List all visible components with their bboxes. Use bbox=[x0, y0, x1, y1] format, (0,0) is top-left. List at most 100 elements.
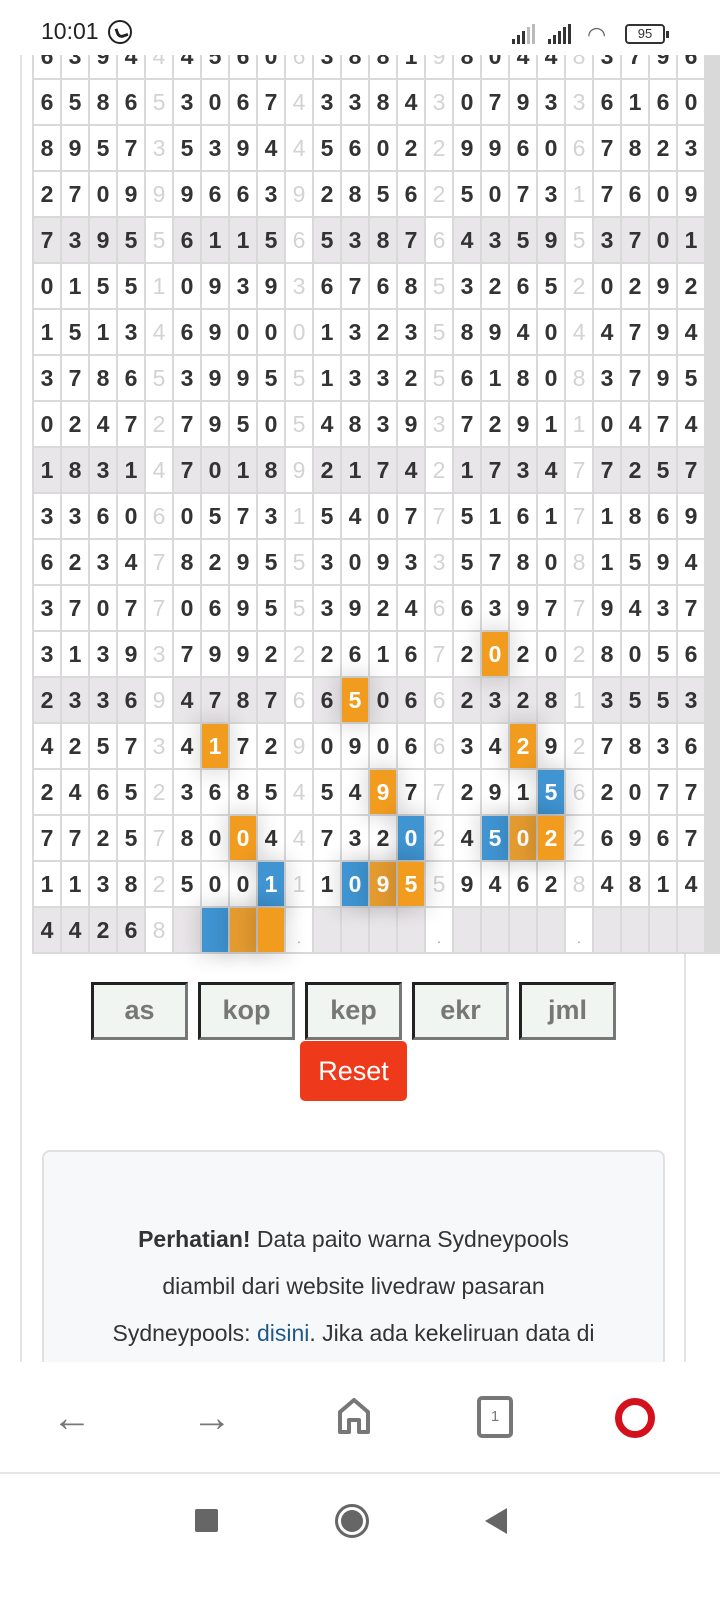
paito-cell[interactable]: 1 bbox=[202, 724, 228, 768]
paito-cell[interactable]: 1 bbox=[482, 356, 508, 400]
paito-cell[interactable]: 2 bbox=[370, 816, 396, 860]
paito-cell[interactable] bbox=[314, 908, 340, 952]
paito-cell[interactable]: 3 bbox=[258, 494, 284, 538]
paito-cell[interactable]: 3 bbox=[594, 356, 620, 400]
paito-cell[interactable]: 7 bbox=[62, 356, 88, 400]
reset-button[interactable]: Reset bbox=[300, 1041, 407, 1101]
paito-cell[interactable]: 6 bbox=[118, 908, 144, 952]
paito-cell[interactable]: 6 bbox=[370, 264, 396, 308]
paito-cell[interactable]: 2 bbox=[258, 632, 284, 676]
paito-cell[interactable]: 5 bbox=[90, 126, 116, 170]
paito-cell[interactable]: 9 bbox=[650, 264, 676, 308]
paito-cell[interactable]: 4 bbox=[482, 862, 508, 906]
paito-cell[interactable] bbox=[678, 908, 704, 952]
paito-cell[interactable]: 9 bbox=[62, 126, 88, 170]
paito-cell[interactable]: 9 bbox=[118, 632, 144, 676]
paito-cell[interactable]: 4 bbox=[286, 80, 312, 124]
paito-cell[interactable]: 7 bbox=[118, 402, 144, 446]
paito-cell[interactable]: 4 bbox=[90, 402, 116, 446]
paito-cell[interactable]: 3 bbox=[482, 678, 508, 722]
paito-cell[interactable]: . bbox=[286, 908, 312, 952]
paito-cell[interactable]: 6 bbox=[566, 770, 592, 814]
paito-cell[interactable]: 1 bbox=[594, 540, 620, 584]
paito-cell[interactable]: 6 bbox=[146, 494, 172, 538]
paito-cell[interactable]: 8 bbox=[174, 816, 200, 860]
paito-cell[interactable]: 1 bbox=[538, 402, 564, 446]
paito-cell[interactable]: 8 bbox=[566, 862, 592, 906]
paito-cell[interactable]: 5 bbox=[258, 586, 284, 630]
paito-cell[interactable]: 3 bbox=[90, 678, 116, 722]
paito-cell[interactable]: 3 bbox=[566, 80, 592, 124]
paito-cell[interactable]: 1 bbox=[34, 310, 60, 354]
paito-cell[interactable]: 6 bbox=[398, 632, 424, 676]
paito-cell[interactable]: 5 bbox=[146, 218, 172, 262]
paito-cell[interactable]: 5 bbox=[146, 356, 172, 400]
paito-cell[interactable]: 5 bbox=[314, 494, 340, 538]
paito-cell[interactable]: 8 bbox=[370, 80, 396, 124]
paito-cell[interactable]: 9 bbox=[258, 264, 284, 308]
paito-cell[interactable]: 0 bbox=[650, 218, 676, 262]
filter-button-ekr[interactable]: ekr bbox=[412, 982, 509, 1040]
paito-cell[interactable]: 3 bbox=[62, 218, 88, 262]
paito-cell[interactable]: 9 bbox=[202, 356, 228, 400]
paito-cell[interactable]: 9 bbox=[146, 172, 172, 216]
paito-cell[interactable]: 2 bbox=[454, 678, 480, 722]
paito-cell[interactable]: 0 bbox=[202, 448, 228, 492]
paito-cell[interactable] bbox=[454, 908, 480, 952]
paito-cell[interactable]: 8 bbox=[146, 908, 172, 952]
paito-cell[interactable]: . bbox=[566, 908, 592, 952]
paito-cell[interactable]: 0 bbox=[286, 310, 312, 354]
paito-cell[interactable]: 0 bbox=[594, 264, 620, 308]
paito-cell[interactable]: 4 bbox=[454, 218, 480, 262]
paito-cell[interactable]: 5 bbox=[174, 126, 200, 170]
paito-cell[interactable]: 9 bbox=[174, 172, 200, 216]
paito-cell[interactable]: 0 bbox=[34, 264, 60, 308]
paito-cell[interactable]: 9 bbox=[370, 540, 396, 584]
paito-cell[interactable]: 5 bbox=[370, 172, 396, 216]
paito-cell[interactable]: 2 bbox=[398, 356, 424, 400]
paito-cell[interactable]: 7 bbox=[146, 540, 172, 584]
paito-cell[interactable]: 9 bbox=[342, 724, 368, 768]
paito-cell[interactable]: 4 bbox=[594, 310, 620, 354]
paito-cell[interactable]: 0 bbox=[398, 816, 424, 860]
back-nav-icon[interactable] bbox=[485, 1508, 507, 1534]
paito-cell[interactable]: 6 bbox=[118, 678, 144, 722]
paito-cell[interactable]: 3 bbox=[230, 264, 256, 308]
paito-cell[interactable]: 1 bbox=[482, 494, 508, 538]
paito-cell[interactable]: 5 bbox=[90, 724, 116, 768]
paito-cell[interactable]: 7 bbox=[230, 724, 256, 768]
paito-cell[interactable]: 1 bbox=[342, 448, 368, 492]
paito-cell[interactable]: 5 bbox=[202, 494, 228, 538]
paito-cell[interactable]: 7 bbox=[594, 448, 620, 492]
paito-cell[interactable]: 7 bbox=[174, 632, 200, 676]
paito-cell[interactable]: 5 bbox=[286, 402, 312, 446]
paito-cell[interactable]: 1 bbox=[622, 80, 648, 124]
paito-cell[interactable]: 2 bbox=[426, 816, 452, 860]
paito-cell[interactable] bbox=[230, 908, 256, 952]
paito-cell[interactable]: 5 bbox=[482, 816, 508, 860]
paito-cell[interactable]: 3 bbox=[650, 586, 676, 630]
tabs-button[interactable]: 1 bbox=[477, 1396, 513, 1438]
paito-cell[interactable]: 7 bbox=[426, 770, 452, 814]
paito-cell[interactable]: 6 bbox=[314, 678, 340, 722]
paito-cell[interactable]: 0 bbox=[510, 816, 536, 860]
paito-cell[interactable]: 4 bbox=[566, 310, 592, 354]
paito-cell[interactable]: 7 bbox=[594, 724, 620, 768]
paito-cell[interactable]: 8 bbox=[510, 540, 536, 584]
paito-cell[interactable]: 1 bbox=[90, 310, 116, 354]
paito-cell[interactable]: 5 bbox=[230, 402, 256, 446]
paito-cell[interactable]: 9 bbox=[538, 724, 564, 768]
paito-cell[interactable]: 1 bbox=[510, 770, 536, 814]
paito-cell[interactable]: 2 bbox=[370, 586, 396, 630]
paito-cell[interactable] bbox=[342, 908, 368, 952]
paito-cell[interactable]: 8 bbox=[566, 540, 592, 584]
paito-cell[interactable]: 0 bbox=[342, 862, 368, 906]
paito-cell[interactable]: 0 bbox=[34, 402, 60, 446]
paito-cell[interactable]: 0 bbox=[230, 816, 256, 860]
paito-cell[interactable]: 7 bbox=[118, 724, 144, 768]
paito-cell[interactable]: 9 bbox=[482, 770, 508, 814]
paito-cell[interactable]: 9 bbox=[202, 310, 228, 354]
paito-cell[interactable]: 7 bbox=[678, 448, 704, 492]
paito-cell[interactable]: 4 bbox=[62, 908, 88, 952]
paito-cell[interactable]: 7 bbox=[426, 632, 452, 676]
